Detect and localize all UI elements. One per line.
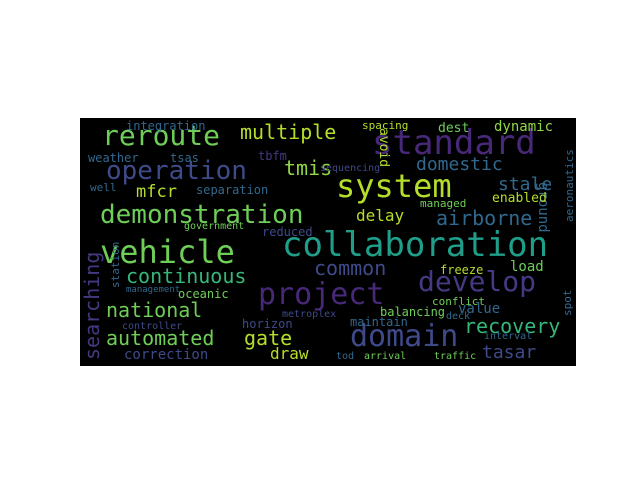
cloud-word: arrival [364, 351, 407, 362]
cloud-word: government [184, 221, 245, 232]
cloud-word: stale [498, 174, 553, 195]
cloud-word: tmis [284, 156, 333, 180]
cloud-word: gate [244, 326, 293, 350]
cloud-word: airborne [436, 206, 533, 230]
cloud-word: delay [356, 206, 405, 225]
cloud-word: spot [561, 289, 574, 317]
cloud-word: develop [418, 265, 537, 298]
cloud-word: balancing [380, 305, 446, 319]
cloud-word: reduced [262, 225, 313, 239]
cloud-word: searching [80, 251, 104, 360]
cloud-word: domain [350, 319, 459, 354]
cloud-word: tsas [170, 151, 199, 165]
cloud-word: integration [126, 119, 206, 133]
cloud-word: dynamic [494, 119, 554, 135]
cloud-word: enabled [492, 191, 547, 206]
cloud-word: mfcr [136, 182, 177, 202]
cloud-word: standard [372, 123, 536, 163]
cloud-word: recovery [464, 314, 561, 338]
cloud-word: value [458, 301, 501, 317]
cloud-word: draw [270, 344, 309, 363]
cloud-word: managed [420, 197, 467, 210]
cloud-word: separation [196, 183, 269, 197]
cloud-word: national [106, 298, 203, 322]
cloud-word: deck [446, 311, 471, 322]
cloud-word: well [90, 181, 117, 194]
cloud-word: common [314, 256, 387, 280]
cloud-word: load [510, 259, 544, 275]
cloud-word: ground [535, 182, 551, 233]
cloud-word: horizon [242, 317, 293, 331]
cloud-word: operation [106, 156, 247, 186]
cloud-word: collaboration [282, 225, 549, 265]
word-cloud: reroute standard multiple operation tmis… [80, 118, 576, 366]
cloud-word: reroute [102, 119, 221, 152]
cloud-word: tod [336, 351, 355, 362]
cloud-word: dest [438, 121, 470, 136]
cloud-word: conflict [432, 295, 485, 308]
cloud-word: project [258, 277, 385, 312]
cloud-word: automated [106, 326, 215, 350]
cloud-word: freeze [440, 263, 484, 277]
cloud-word: avoid [376, 128, 391, 168]
cloud-word: continuous [126, 264, 247, 288]
cloud-word: multiple [240, 120, 337, 144]
cloud-word: system [336, 167, 452, 205]
cloud-word: controller [122, 321, 183, 332]
cloud-word: domestic [416, 154, 503, 175]
cloud-word: station [109, 241, 122, 288]
cloud-word: weather [88, 151, 139, 165]
cloud-word: traffic [434, 351, 477, 362]
cloud-word: interval [484, 331, 533, 342]
cloud-word: oceanic [178, 287, 229, 301]
cloud-word: tasar [482, 342, 537, 363]
cloud-word: maintain [350, 315, 408, 329]
cloud-word: tbfm [258, 149, 287, 163]
cloud-word: correction [124, 347, 209, 363]
cloud-word: spacing [362, 119, 409, 132]
cloud-word: sequencing [320, 163, 381, 174]
cloud-word: vehicle [100, 233, 235, 271]
cloud-word: metroplex [282, 309, 337, 320]
cloud-word: management [126, 285, 181, 295]
cloud-word: demonstration [100, 200, 304, 230]
cloud-word: aeronautics [563, 149, 576, 222]
